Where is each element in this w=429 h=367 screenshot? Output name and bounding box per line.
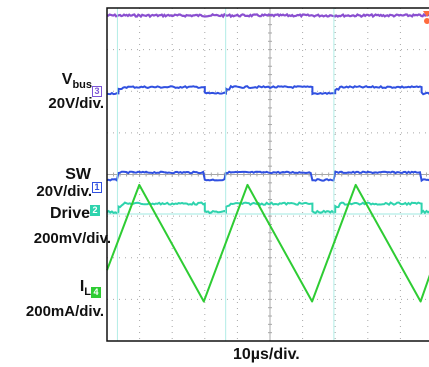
channel-sw-scale: 20V/div.	[36, 183, 92, 200]
trace-sw-flat	[106, 12, 429, 19]
channel-drive-marker: 2	[90, 205, 100, 216]
trace-drive	[106, 201, 429, 215]
channel-bus-scale: 20V/div.	[48, 95, 104, 112]
trigger-marker	[423, 11, 429, 17]
channel-bus-marker: 3	[92, 86, 102, 97]
channel-drive-label: Drive	[49, 205, 90, 222]
channel-drive-scale: 200mV/div.	[33, 230, 111, 247]
channel-il-scale: 200mA/div.	[25, 303, 104, 320]
channel-sw-marker: 1	[92, 182, 102, 193]
trigger-dot	[424, 18, 429, 24]
trace-bus-upper	[106, 84, 429, 96]
channel-il-marker: 4	[91, 287, 101, 298]
trace-il	[106, 183, 429, 303]
time-axis-label: 10µs/div.	[233, 346, 300, 363]
trace-sw-node	[106, 170, 429, 183]
plot-frame	[106, 7, 429, 342]
channel-il-label: IL	[79, 278, 91, 299]
channel-bus-label: Vbus	[61, 71, 92, 92]
channel-sw-label: SW	[65, 166, 91, 183]
